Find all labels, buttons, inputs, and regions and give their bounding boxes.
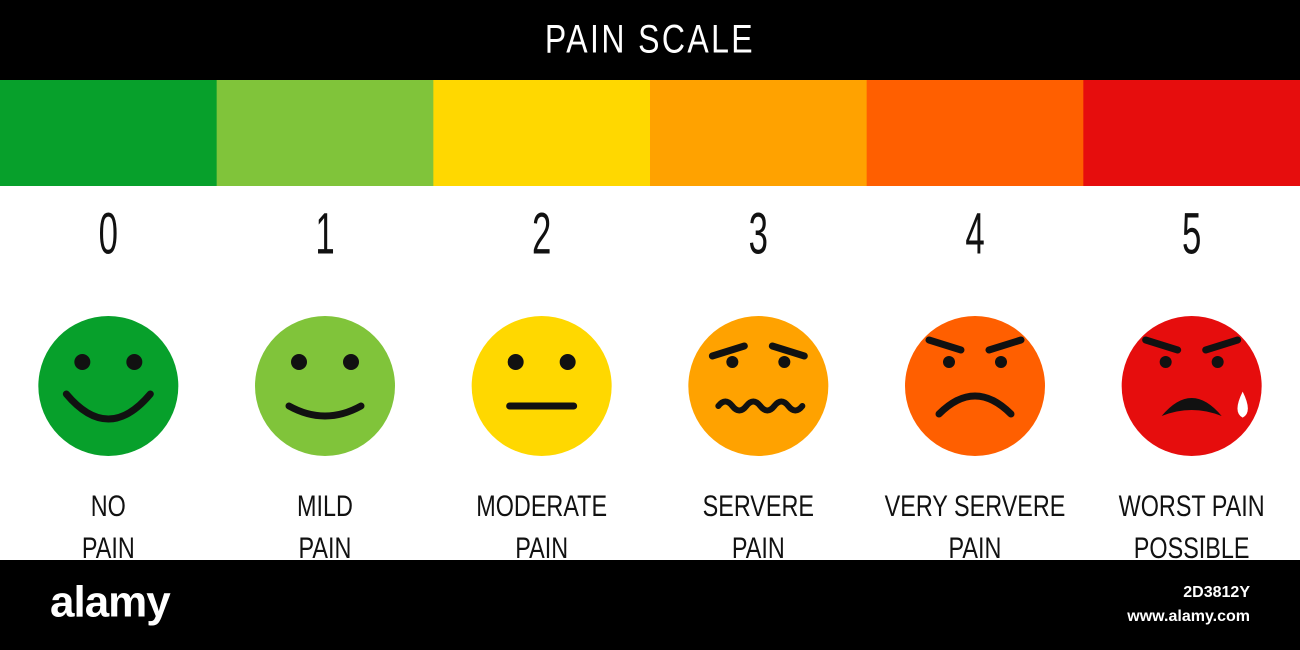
- level-label: PAIN: [299, 531, 352, 564]
- eye: [343, 354, 359, 370]
- brow: [708, 342, 748, 360]
- face-circle: [1121, 316, 1262, 456]
- eye: [126, 354, 143, 370]
- image-id: 2D3812Y: [1183, 584, 1250, 601]
- level-label: NO: [91, 489, 126, 522]
- eye: [778, 356, 791, 368]
- level-number: 2: [532, 202, 551, 266]
- level-label: MILD: [297, 489, 353, 522]
- color-band: [1083, 80, 1300, 186]
- eye: [726, 356, 739, 368]
- eye: [1159, 356, 1172, 368]
- level-label: WORST PAIN: [1119, 489, 1265, 522]
- brow: [925, 336, 965, 354]
- eye: [943, 356, 955, 368]
- mouth: [1161, 398, 1222, 416]
- level-label: PAIN: [515, 531, 568, 564]
- brow: [1202, 336, 1242, 354]
- face-circle: [471, 316, 612, 456]
- level-number: 5: [1182, 202, 1201, 266]
- level-label: VERY SERVERE: [885, 489, 1066, 522]
- tear: [1237, 391, 1248, 418]
- color-band: [216, 80, 434, 186]
- title: PAIN SCALE: [545, 16, 755, 61]
- level-label: PAIN: [949, 531, 1002, 564]
- color-band: [866, 80, 1084, 186]
- face: [38, 316, 179, 456]
- level-number: 3: [749, 202, 768, 266]
- level-number: 0: [99, 202, 118, 266]
- level-label: PAIN: [732, 531, 785, 564]
- color-band: [433, 80, 651, 186]
- mouth: [62, 390, 154, 423]
- eye: [559, 354, 576, 370]
- color-band: [650, 80, 868, 186]
- level-label: POSSIBLE: [1134, 531, 1250, 564]
- eye: [1211, 356, 1224, 368]
- brow: [768, 342, 808, 360]
- color-band: [0, 80, 218, 186]
- face-circle: [38, 316, 179, 456]
- mouth: [715, 398, 806, 414]
- face-circle: [255, 316, 395, 456]
- level-number: 1: [315, 202, 334, 266]
- level-label: PAIN: [82, 531, 135, 564]
- face-circle: [688, 316, 829, 456]
- face: [471, 316, 612, 456]
- eye: [507, 354, 524, 370]
- level-label: SERVERE: [703, 489, 814, 522]
- footer-bar: [0, 560, 1300, 650]
- face: [255, 316, 395, 456]
- brow: [1142, 336, 1182, 354]
- brow: [985, 336, 1025, 354]
- level-number: 4: [965, 202, 984, 266]
- face-circle: [905, 316, 1045, 456]
- eye: [995, 356, 1007, 368]
- mouth: [285, 402, 365, 420]
- level-label: MODERATE: [476, 489, 607, 522]
- watermark-url: www.alamy.com: [1126, 608, 1250, 625]
- mouth: [935, 392, 1015, 418]
- watermark-logo: alamy: [50, 578, 171, 627]
- header-bar: [0, 0, 1300, 80]
- face: [1121, 316, 1262, 456]
- face: [688, 316, 829, 456]
- face: [905, 316, 1045, 456]
- eye: [74, 354, 91, 370]
- eye: [291, 354, 307, 370]
